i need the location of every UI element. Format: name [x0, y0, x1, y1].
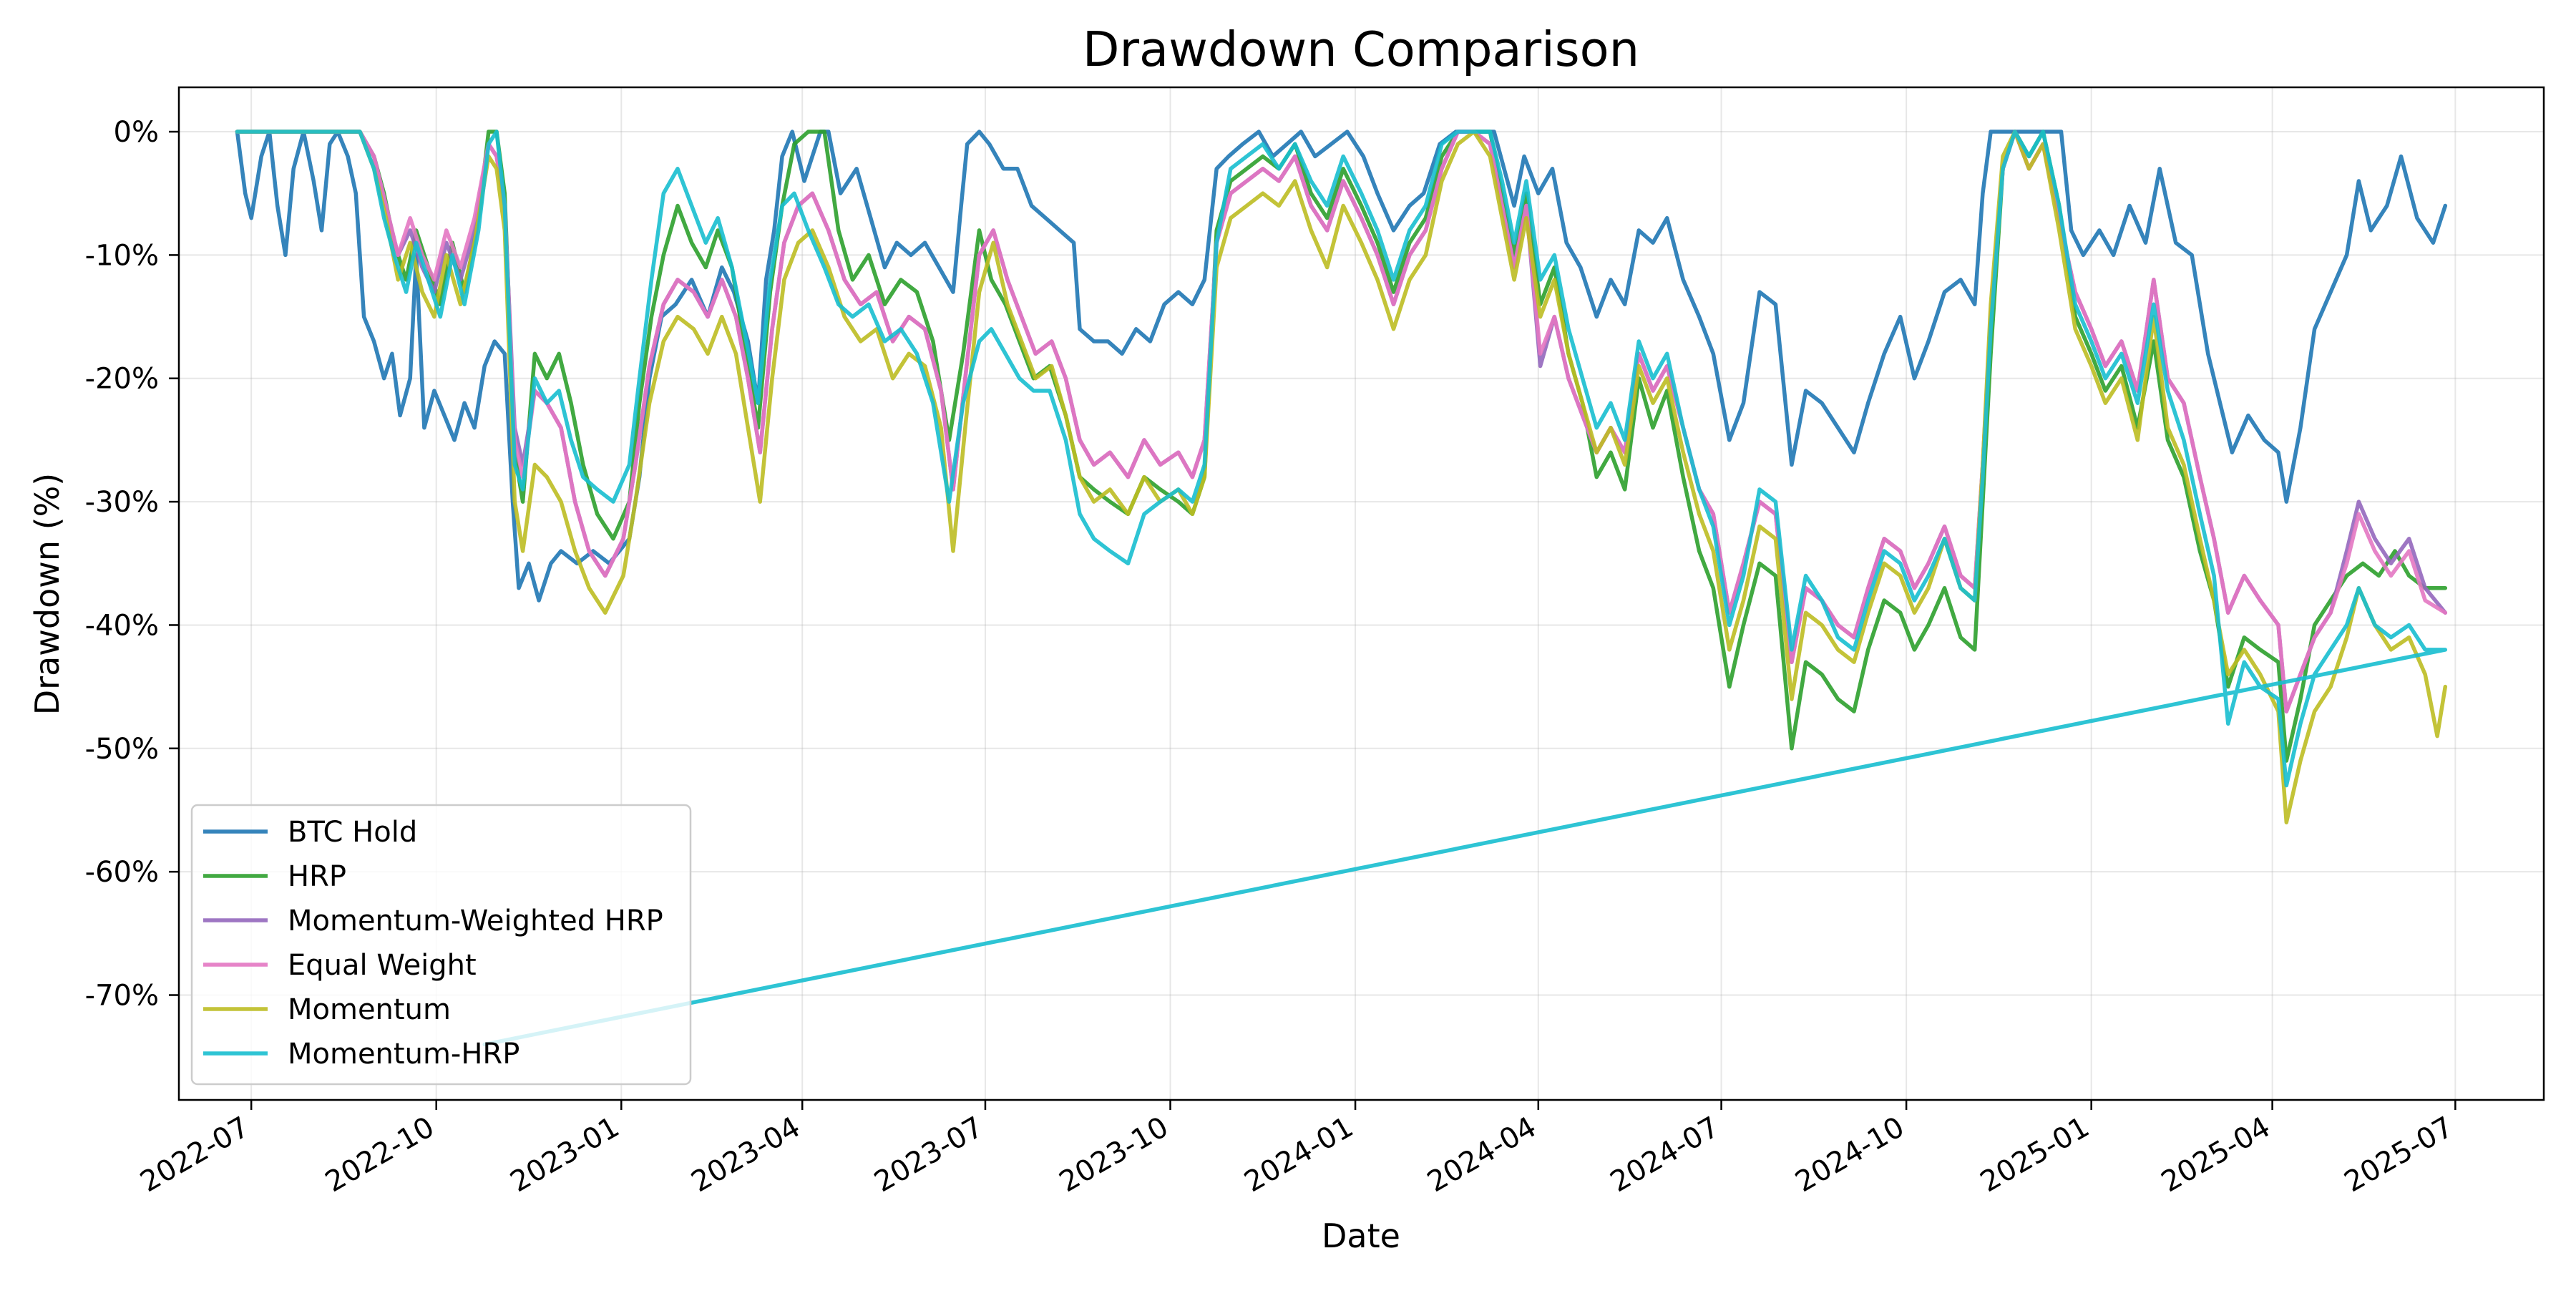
legend-label: Equal Weight [288, 949, 477, 982]
legend-item-equal-weight: Equal Weight [203, 949, 477, 982]
series-lines [235, 130, 2448, 1047]
y-tick-label: -30% [85, 486, 159, 519]
y-tick-label: -50% [85, 733, 159, 766]
legend-label: HRP [288, 860, 346, 893]
y-tick-label: -40% [85, 609, 159, 642]
x-axis-label: Date [1322, 1217, 1400, 1255]
series-line-momentum [235, 130, 2448, 824]
y-tick-label: -60% [85, 856, 159, 889]
plot-frame [177, 86, 2545, 1101]
y-tick-label: -20% [85, 363, 159, 396]
legend-label: Momentum-HRP [288, 1038, 519, 1071]
y-tick-label: -10% [85, 239, 159, 272]
legend-box [190, 804, 692, 1086]
y-tick-label: -70% [85, 980, 159, 1013]
chart-title: Drawdown Comparison [1083, 21, 1639, 77]
series-line-momentum-hrp [235, 130, 2448, 1047]
legend-item-hrp: HRP [203, 860, 346, 893]
y-axis-label: Drawdown (%) [28, 473, 67, 716]
legend-item-btc-hold: BTC Hold [203, 816, 417, 849]
y-axis-ticks: 0% -10% -20% -30% -40% -50% -60% -70% [85, 116, 179, 1013]
legend-item-momentum: Momentum [203, 993, 451, 1026]
legend-label: BTC Hold [288, 816, 417, 849]
legend-item-momentum-weighted-hrp: Momentum-Weighted HRP [203, 905, 663, 937]
y-tick-label: 0% [114, 116, 159, 149]
legend-label: Momentum [288, 993, 451, 1026]
legend: BTC Hold HRP Momentum-Weighted HRP Equal We… [190, 804, 692, 1086]
legend-item-momentum-hrp: Momentum-HRP [203, 1038, 519, 1071]
legend-label: Momentum-Weighted HRP [288, 905, 663, 937]
